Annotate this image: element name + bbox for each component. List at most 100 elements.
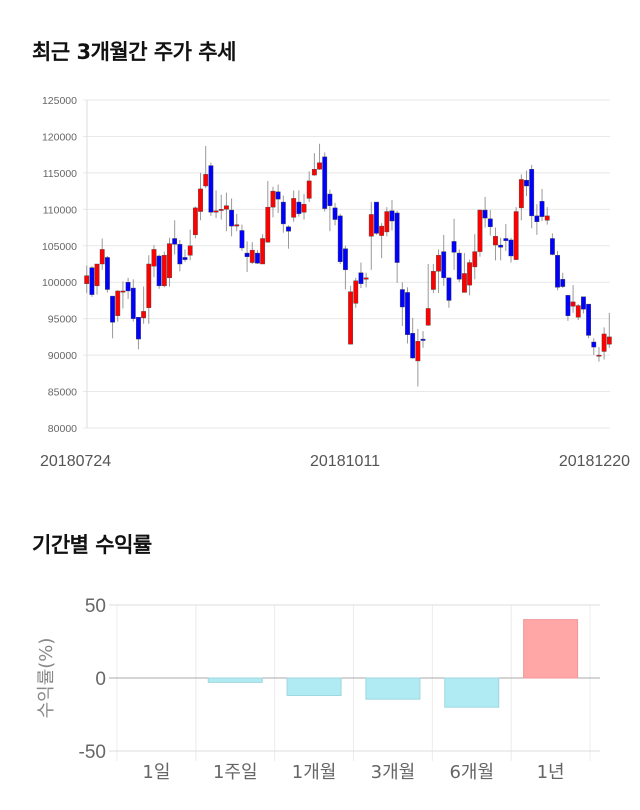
candle — [446, 277, 452, 308]
y-tick-label: 125000 — [42, 95, 77, 107]
x-tick-label: 20181220 — [559, 453, 630, 470]
candle — [467, 259, 472, 296]
candle — [596, 347, 602, 362]
candle — [606, 312, 612, 348]
candle-body — [575, 305, 581, 318]
y-tick-label: 95000 — [48, 314, 77, 326]
x-tick-label: 20181011 — [310, 453, 380, 470]
candle-body — [493, 236, 498, 246]
candle — [570, 285, 576, 313]
candle-body — [389, 210, 395, 222]
candle — [508, 237, 514, 263]
candle-body — [482, 209, 488, 219]
candle — [280, 195, 286, 233]
candle-body — [420, 338, 426, 341]
candle — [456, 249, 462, 283]
candle — [601, 327, 607, 360]
candle — [125, 277, 131, 299]
candle — [441, 234, 447, 286]
candle — [115, 290, 121, 322]
candle-body — [156, 255, 162, 287]
candle — [311, 153, 317, 176]
candle-body — [363, 277, 369, 280]
candle-body — [498, 244, 504, 248]
x-category-label: 1주일 — [213, 762, 258, 783]
period-return-title: 기간별 수익률 — [32, 533, 152, 557]
candle — [286, 225, 291, 249]
candle-body — [203, 174, 209, 187]
candle-body — [503, 238, 509, 241]
candle-body — [255, 252, 260, 264]
candle-body — [570, 301, 576, 307]
candle-body — [337, 215, 343, 263]
candle-body — [384, 211, 390, 233]
candle — [539, 188, 545, 221]
candle — [94, 263, 100, 295]
candle — [317, 143, 322, 170]
return-bar — [444, 677, 500, 708]
candle — [161, 251, 167, 288]
candle — [192, 206, 198, 239]
candle-body — [446, 277, 452, 301]
candle-body — [596, 354, 602, 357]
candle-body — [270, 190, 276, 208]
candle-body — [462, 273, 467, 293]
candle-body — [182, 257, 188, 260]
candle — [239, 224, 245, 251]
candle — [389, 199, 395, 231]
candle-body — [529, 169, 535, 217]
candle-body — [167, 243, 172, 279]
candle-body — [311, 169, 317, 176]
candle-body — [581, 296, 586, 310]
candle — [270, 186, 276, 218]
candle — [363, 272, 369, 288]
return-bar — [286, 677, 342, 697]
return-bar — [523, 619, 579, 679]
candle — [301, 194, 307, 220]
candle-body — [239, 230, 245, 249]
candle — [472, 234, 478, 280]
candle-body — [244, 252, 250, 257]
y-axis-label: 수익률(%) — [36, 638, 57, 719]
return-bar — [365, 677, 421, 700]
candle — [581, 296, 586, 314]
candle-body — [260, 238, 266, 265]
candle — [187, 229, 193, 261]
candle — [425, 264, 431, 326]
candle — [182, 249, 188, 262]
candle-body — [436, 255, 441, 272]
candle-body — [322, 156, 328, 209]
candle — [322, 152, 328, 212]
candle — [513, 207, 519, 260]
y-tick-label: 90000 — [48, 350, 77, 362]
candle — [130, 279, 136, 322]
candle-body — [394, 212, 400, 263]
candle-body — [451, 241, 457, 253]
y-tick-label: 115000 — [43, 168, 77, 180]
candle-body — [172, 238, 178, 245]
candle — [379, 223, 385, 259]
candle-body — [513, 211, 519, 260]
candle-body — [177, 244, 183, 265]
candle — [89, 266, 95, 297]
candle — [560, 272, 566, 289]
candle-body — [591, 341, 597, 348]
candle-body — [146, 263, 152, 308]
candle — [198, 172, 203, 221]
candle-body — [198, 188, 203, 212]
candle-body — [472, 251, 478, 268]
candle — [493, 227, 498, 261]
candle-body — [265, 206, 271, 243]
candle-body — [213, 210, 219, 213]
candle — [229, 198, 234, 237]
candle-body — [399, 289, 405, 308]
candle-body — [224, 205, 229, 210]
candle-body — [379, 225, 385, 236]
candle — [410, 317, 416, 359]
candle-body — [332, 207, 338, 220]
candlestick-chart: 125000 120000 115000 110000 105000 100000 9500… — [40, 95, 630, 470]
y-tick-label: 100000 — [42, 277, 77, 289]
candle-body — [125, 282, 131, 292]
candle-body — [405, 292, 410, 335]
